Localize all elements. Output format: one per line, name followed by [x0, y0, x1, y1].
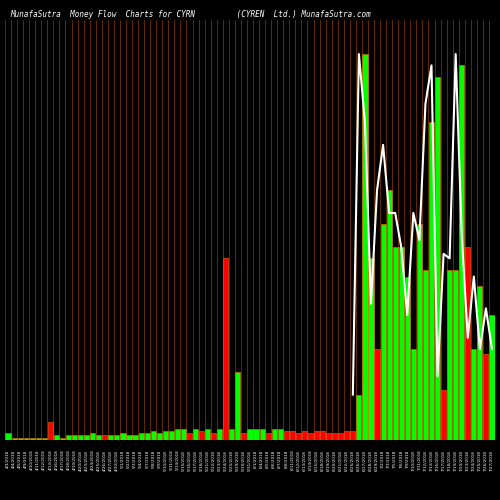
Bar: [441, 390, 446, 440]
Bar: [368, 258, 374, 440]
Bar: [308, 433, 313, 440]
Bar: [484, 354, 488, 440]
Bar: [386, 190, 392, 440]
Bar: [290, 431, 295, 440]
Bar: [193, 428, 198, 440]
Bar: [96, 436, 102, 440]
Bar: [72, 436, 77, 440]
Text: MunafaSutra  Money Flow  Charts for CYRN         (CYREN  Ltd.) MunafaSutra.com: MunafaSutra Money Flow Charts for CYRN (…: [10, 10, 370, 19]
Bar: [60, 438, 65, 440]
Bar: [205, 428, 210, 440]
Bar: [248, 428, 252, 440]
Bar: [435, 77, 440, 440]
Bar: [314, 431, 319, 440]
Bar: [48, 422, 53, 440]
Bar: [380, 224, 386, 440]
Bar: [260, 428, 264, 440]
Bar: [465, 247, 470, 440]
Bar: [42, 438, 47, 440]
Bar: [398, 247, 404, 440]
Bar: [102, 436, 108, 440]
Bar: [332, 433, 338, 440]
Bar: [338, 433, 344, 440]
Bar: [162, 431, 168, 440]
Bar: [132, 436, 138, 440]
Bar: [472, 349, 476, 440]
Bar: [84, 436, 89, 440]
Bar: [411, 349, 416, 440]
Bar: [108, 436, 114, 440]
Bar: [266, 433, 270, 440]
Bar: [356, 394, 362, 440]
Bar: [120, 433, 126, 440]
Bar: [169, 431, 174, 440]
Bar: [18, 438, 22, 440]
Bar: [90, 433, 96, 440]
Bar: [459, 66, 464, 440]
Bar: [429, 122, 434, 440]
Bar: [54, 436, 59, 440]
Bar: [144, 433, 150, 440]
Bar: [223, 258, 228, 440]
Bar: [211, 433, 216, 440]
Bar: [417, 224, 422, 440]
Bar: [126, 436, 132, 440]
Bar: [199, 431, 204, 440]
Bar: [12, 438, 16, 440]
Bar: [36, 438, 41, 440]
Bar: [230, 428, 234, 440]
Bar: [490, 315, 494, 440]
Bar: [187, 433, 192, 440]
Bar: [30, 438, 35, 440]
Bar: [114, 436, 119, 440]
Bar: [423, 270, 428, 440]
Bar: [302, 431, 307, 440]
Bar: [374, 349, 380, 440]
Bar: [350, 431, 356, 440]
Bar: [453, 270, 458, 440]
Bar: [150, 431, 156, 440]
Bar: [138, 433, 143, 440]
Bar: [242, 433, 246, 440]
Bar: [296, 433, 301, 440]
Bar: [326, 433, 331, 440]
Bar: [404, 276, 410, 440]
Bar: [66, 436, 71, 440]
Bar: [78, 436, 83, 440]
Bar: [447, 270, 452, 440]
Bar: [272, 428, 277, 440]
Bar: [175, 428, 180, 440]
Bar: [478, 286, 482, 440]
Bar: [217, 428, 222, 440]
Bar: [254, 428, 258, 440]
Bar: [362, 54, 368, 440]
Bar: [24, 438, 28, 440]
Bar: [181, 428, 186, 440]
Bar: [344, 431, 350, 440]
Bar: [6, 433, 10, 440]
Bar: [320, 431, 325, 440]
Bar: [284, 431, 289, 440]
Bar: [156, 433, 162, 440]
Bar: [278, 428, 283, 440]
Bar: [392, 247, 398, 440]
Bar: [236, 372, 240, 440]
